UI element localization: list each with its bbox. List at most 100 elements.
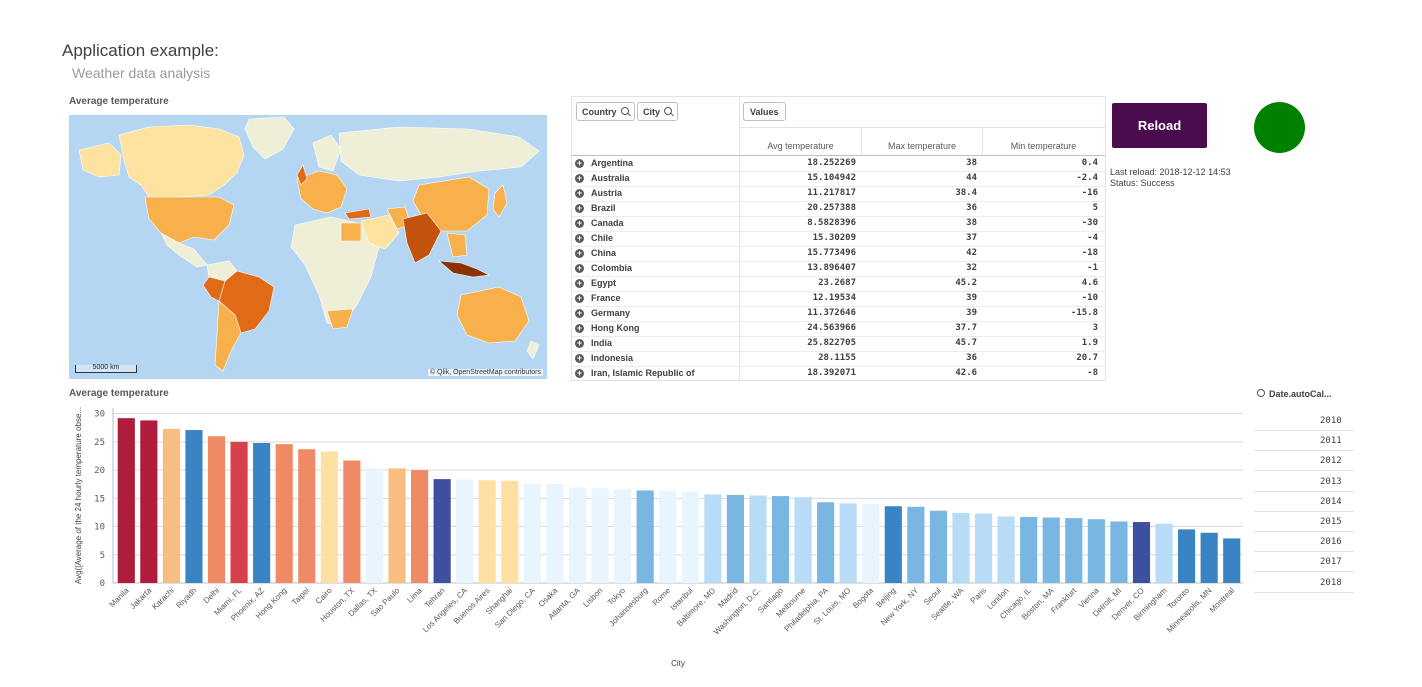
- expand-icon[interactable]: +: [575, 233, 584, 243]
- expand-icon[interactable]: +: [575, 323, 584, 333]
- bar[interactable]: [275, 444, 293, 583]
- table-row[interactable]: + Egypt 23.2687 45.2 4.6: [572, 276, 1105, 292]
- bar[interactable]: [1155, 523, 1173, 583]
- table-row[interactable]: + India 25.822705 45.7 1.9: [572, 336, 1105, 352]
- table-row[interactable]: + Colombia 13.896407 32 -1: [572, 261, 1105, 277]
- bar[interactable]: [523, 483, 541, 583]
- table-row[interactable]: + Chile 15.30209 37 -4: [572, 231, 1105, 247]
- map-canvas[interactable]: [69, 115, 547, 379]
- year-item[interactable]: 2010: [1254, 411, 1354, 431]
- table-row[interactable]: + Germany 11.372646 39 -15.8: [572, 306, 1105, 322]
- expand-icon[interactable]: +: [575, 338, 584, 348]
- expand-icon[interactable]: +: [575, 368, 584, 378]
- country-dimension-button[interactable]: Country: [576, 102, 635, 121]
- table-row[interactable]: + Austria 11.217817 38.4 -16: [572, 186, 1105, 202]
- bar[interactable]: [1087, 519, 1105, 583]
- table-row[interactable]: + France 12.19534 39 -10: [572, 291, 1105, 307]
- bar[interactable]: [433, 479, 451, 583]
- bar[interactable]: [974, 513, 993, 583]
- bar[interactable]: [388, 468, 406, 583]
- expand-icon[interactable]: +: [575, 248, 584, 258]
- bar[interactable]: [997, 516, 1015, 583]
- expand-icon[interactable]: +: [575, 173, 584, 183]
- bar[interactable]: [410, 470, 429, 583]
- bar[interactable]: [568, 487, 587, 583]
- expand-icon[interactable]: +: [575, 293, 584, 303]
- bar[interactable]: [659, 490, 677, 583]
- map-attribution[interactable]: © Qlik, OpenStreetMap contributors: [428, 369, 543, 376]
- year-item[interactable]: 2013: [1254, 472, 1354, 492]
- table-row[interactable]: + Argentina 18.252269 38 0.4: [572, 156, 1105, 172]
- world-map[interactable]: 5000 km © Qlik, OpenStreetMap contributo…: [69, 115, 547, 379]
- bar[interactable]: [343, 460, 361, 584]
- bar[interactable]: [117, 418, 135, 583]
- table-row[interactable]: + China 15.773496 42 -18: [572, 246, 1105, 262]
- expand-icon[interactable]: +: [575, 263, 584, 273]
- year-item[interactable]: 2011: [1254, 431, 1354, 452]
- bar[interactable]: [839, 503, 857, 583]
- bar[interactable]: [478, 480, 496, 583]
- city-dimension-button[interactable]: City: [637, 102, 679, 121]
- year-item[interactable]: 2014: [1254, 492, 1354, 512]
- values-button[interactable]: Values: [743, 102, 786, 121]
- bar[interactable]: [862, 503, 880, 583]
- bar[interactable]: [207, 436, 226, 583]
- expand-icon[interactable]: +: [575, 158, 584, 168]
- bar[interactable]: [185, 430, 203, 583]
- expand-icon[interactable]: +: [575, 188, 584, 198]
- bar[interactable]: [1020, 516, 1038, 583]
- bar[interactable]: [320, 451, 338, 583]
- max-temperature-header[interactable]: Max temperature: [887, 141, 957, 151]
- bar[interactable]: [501, 480, 519, 583]
- avg-temperature-header[interactable]: Avg temperature: [767, 141, 834, 151]
- bar[interactable]: [884, 506, 902, 583]
- bar[interactable]: [704, 494, 722, 583]
- bar[interactable]: [365, 468, 384, 583]
- table-row[interactable]: + Australia 15.104942 44 -2.4: [572, 171, 1105, 187]
- bar[interactable]: [1200, 532, 1218, 583]
- bar[interactable]: [771, 496, 790, 583]
- bar[interactable]: [1065, 518, 1083, 583]
- bar[interactable]: [907, 506, 925, 583]
- bar[interactable]: [140, 420, 158, 583]
- bar[interactable]: [253, 443, 271, 583]
- bar[interactable]: [1178, 529, 1196, 583]
- min-temperature-header[interactable]: Min temperature: [1010, 141, 1077, 151]
- bar[interactable]: [794, 497, 812, 583]
- year-item[interactable]: 2017: [1254, 552, 1354, 573]
- table-row[interactable]: + Iran, Islamic Republic of 18.392071 42.6 -…: [572, 366, 1105, 380]
- table-row[interactable]: + Indonesia 28.1155 36 20.7: [572, 351, 1105, 367]
- bar[interactable]: [1223, 538, 1241, 583]
- bar-chart[interactable]: 0 5 10 15 20 25 30 Avg([Average of the 24 hourl…: [60, 400, 1250, 680]
- bar[interactable]: [546, 484, 564, 583]
- table-row[interactable]: + Brazil 20.257388 36 5: [572, 201, 1105, 217]
- bar[interactable]: [636, 490, 654, 583]
- expand-icon[interactable]: +: [575, 278, 584, 288]
- bar[interactable]: [929, 510, 948, 583]
- expand-icon[interactable]: +: [575, 218, 584, 228]
- year-item[interactable]: 2018: [1254, 573, 1354, 593]
- year-item[interactable]: 2012: [1254, 451, 1354, 472]
- expand-icon[interactable]: +: [575, 203, 584, 213]
- bar[interactable]: [952, 513, 970, 583]
- expand-icon[interactable]: +: [575, 308, 584, 318]
- pivot-table[interactable]: Country City Values Avg temperature Max …: [571, 96, 1106, 381]
- table-row[interactable]: + Canada 8.5828396 38 -30: [572, 216, 1105, 232]
- table-row[interactable]: + Hong Kong 24.563966 37.7 3: [572, 321, 1105, 337]
- bar[interactable]: [591, 488, 609, 583]
- year-item[interactable]: 2015: [1254, 512, 1354, 532]
- bar[interactable]: [681, 491, 699, 583]
- bar[interactable]: [749, 495, 767, 584]
- bar[interactable]: [726, 494, 744, 583]
- bar[interactable]: [1132, 522, 1151, 583]
- bar[interactable]: [1110, 521, 1128, 583]
- bar[interactable]: [614, 489, 632, 583]
- bar[interactable]: [162, 428, 180, 583]
- bar[interactable]: [1042, 517, 1060, 583]
- bar[interactable]: [817, 502, 835, 583]
- bar[interactable]: [298, 449, 316, 583]
- year-item[interactable]: 2016: [1254, 532, 1354, 553]
- bar[interactable]: [456, 479, 474, 583]
- reload-button[interactable]: Reload: [1112, 103, 1207, 148]
- date-filter-header[interactable]: Date.autoCal...: [1257, 389, 1332, 399]
